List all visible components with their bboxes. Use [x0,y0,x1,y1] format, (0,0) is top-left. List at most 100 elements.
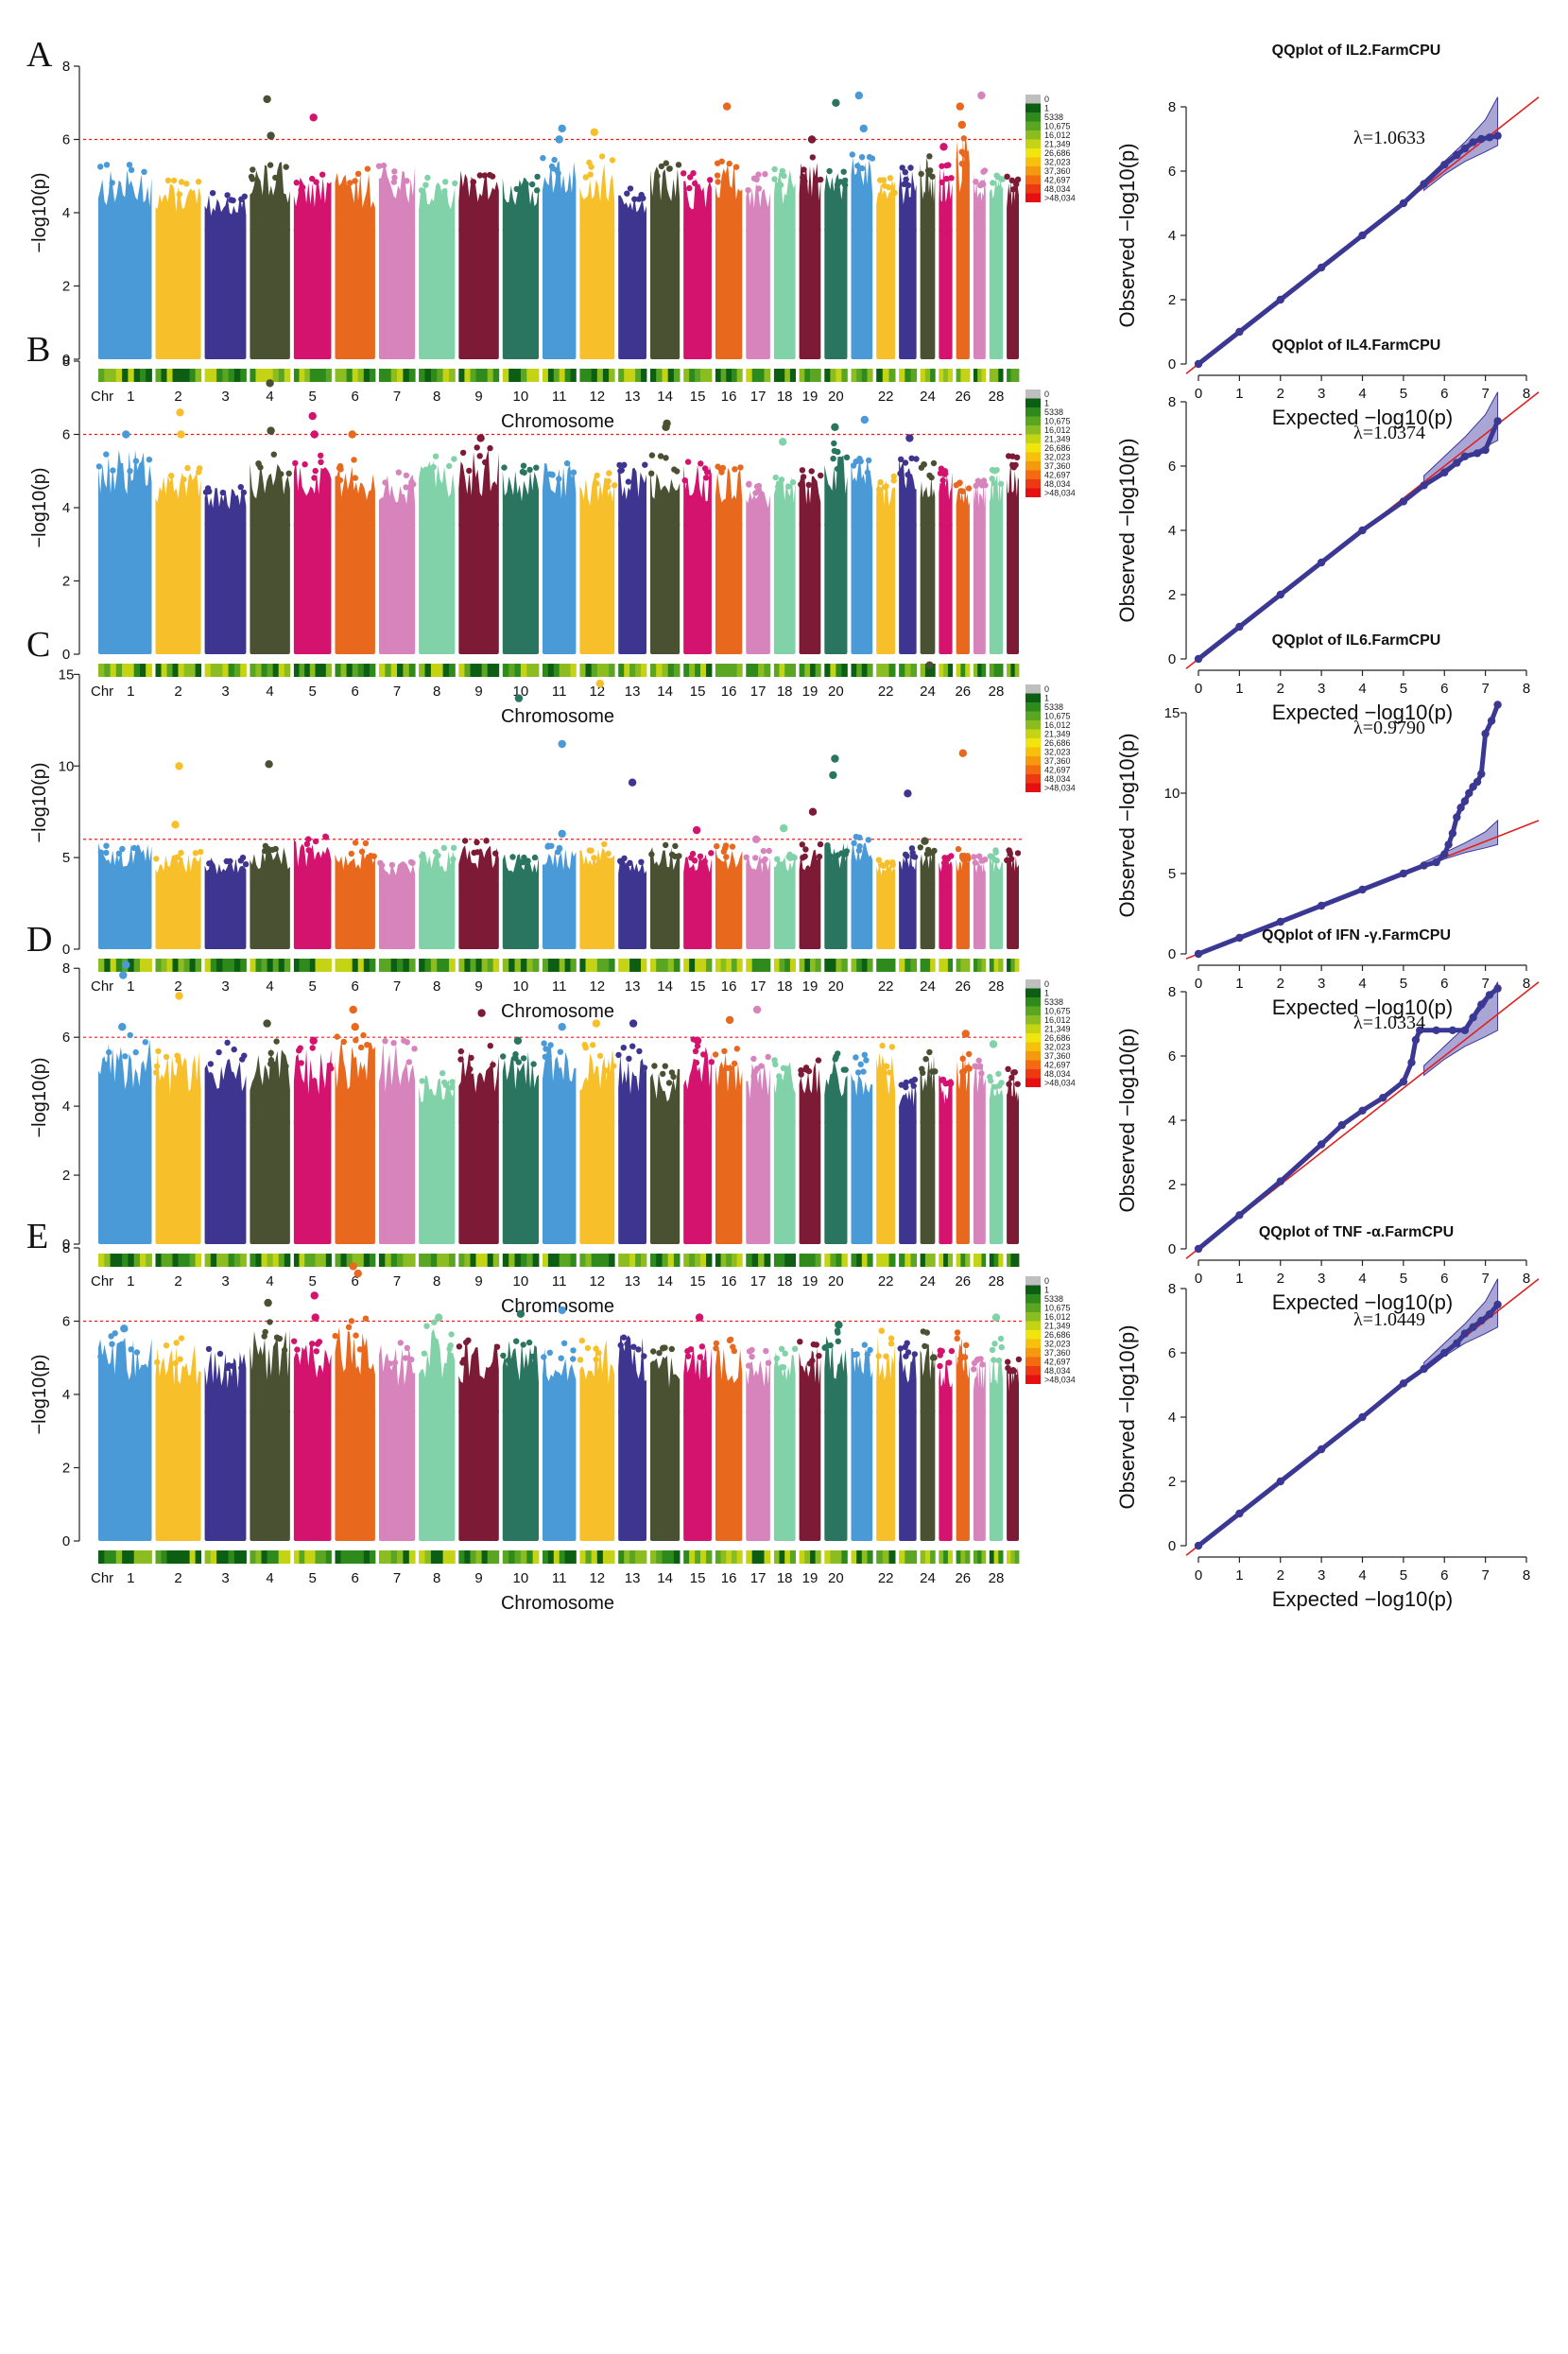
x-tick-label: 2 [174,1570,181,1586]
x-tick-label: 10 [513,1273,529,1290]
density-strip-segment [695,1254,701,1267]
density-strip-segment [514,1254,522,1267]
snp-point [115,850,123,857]
density-strip-segment [683,959,690,972]
top-snp-point [309,1036,318,1046]
density-strip-segment [779,664,785,677]
legend-swatch [1025,184,1041,194]
qq-x-tick-label: 8 [1523,681,1530,697]
density-strip-segment [804,664,811,677]
x-tick-label: 22 [878,1273,894,1290]
snp-point [584,1344,592,1352]
chromosome-points-10 [502,854,540,886]
chromosome-block-29 [1007,1119,1019,1244]
snp-point [773,1355,781,1362]
legend-label: 21,349 [1044,730,1071,739]
snp-point [864,1361,870,1368]
density-strip-segment [751,1550,759,1564]
density-strip-segment [867,664,873,677]
density-strip-segment [133,1254,141,1267]
density-strip-segment [1007,664,1011,677]
snp-point [352,178,358,184]
density-strip-segment [882,959,889,972]
density-strip-segment [1014,664,1020,677]
snp-point [939,163,945,169]
density-strip-segment [98,664,105,677]
snp-point [224,1039,231,1047]
legend-swatch [1025,1033,1041,1043]
density-strip-segment [650,1550,657,1564]
density-strip-segment [104,1550,111,1564]
legend-swatch [1025,684,1041,694]
density-strip-segment [641,1254,647,1267]
density-strip-segment [585,664,592,677]
density-strip-segment [514,664,522,677]
snp-point [883,1353,889,1359]
snp-point [975,853,983,859]
density-strip-segment [352,369,359,382]
snp-point [911,1351,918,1358]
snp-point [816,853,823,860]
x-tick-label: 26 [955,1273,971,1290]
qq-point [1440,161,1449,169]
density-strip-segment [216,369,223,382]
snp-point [312,838,319,845]
density-strip-segment [695,664,701,677]
snp-point [883,483,889,490]
legend-label: 16,012 [1044,1015,1071,1025]
snp-point [605,850,612,857]
density-strip-segment [930,664,936,677]
density-strip-segment [458,369,465,382]
density-strip-segment [115,1550,123,1564]
density-strip-segment [464,369,471,382]
density-strip-segment [579,1254,586,1267]
chromosome-block-15 [683,522,712,654]
legend-label: 1 [1044,399,1049,408]
snp-point [772,474,779,481]
x-tick-label: 12 [589,684,605,700]
density-strip-segment [458,959,465,972]
x-tick-label: 8 [433,1570,440,1586]
density-strip-segment [357,369,365,382]
density-strip-segment [532,959,540,972]
density-strip-segment [240,664,247,677]
qq-point [1465,788,1473,798]
legend-label: 26,686 [1044,148,1071,158]
chromosome-points-14 [649,166,681,232]
density-strip-segment [166,1254,173,1267]
x-tick-label: 11 [552,978,567,995]
snp-point [183,181,190,187]
density-strip-segment [751,664,759,677]
qq-point [1485,991,1494,999]
density-strip-segment [284,959,291,972]
density-strip-segment [960,664,966,677]
qq-x-tick-label: 7 [1481,681,1489,697]
qq-x-tick-label: 1 [1235,1567,1243,1584]
top-snp-point [925,661,934,669]
chromosome-block-17 [746,227,770,359]
density-strip-segment [732,1550,738,1564]
x-tick-label: 9 [474,389,482,405]
legend-label: 26,686 [1044,1033,1071,1043]
snp-point [97,849,105,856]
density-strip-segment [272,369,280,382]
density-strip-segment [673,664,681,677]
legend-swatch [1025,113,1041,122]
density-strip-segment [133,369,141,382]
snp-point [482,459,489,466]
density-strip-segment [973,664,978,677]
density-strip-segment [856,664,863,677]
qq-point [1485,1310,1494,1319]
density-strip-segment [267,664,274,677]
density-strip-segment [304,664,311,677]
chromosome-block-3 [204,1409,247,1541]
density-strip-segment [240,1254,247,1267]
snp-point [707,177,714,183]
x-tick-label: 24 [920,389,936,405]
density-strip-segment [596,1254,604,1267]
snp-point [601,840,608,848]
density-strip-segment [408,664,416,677]
density-strip-segment [732,369,738,382]
snp-point [533,464,540,471]
snp-point [899,164,905,171]
